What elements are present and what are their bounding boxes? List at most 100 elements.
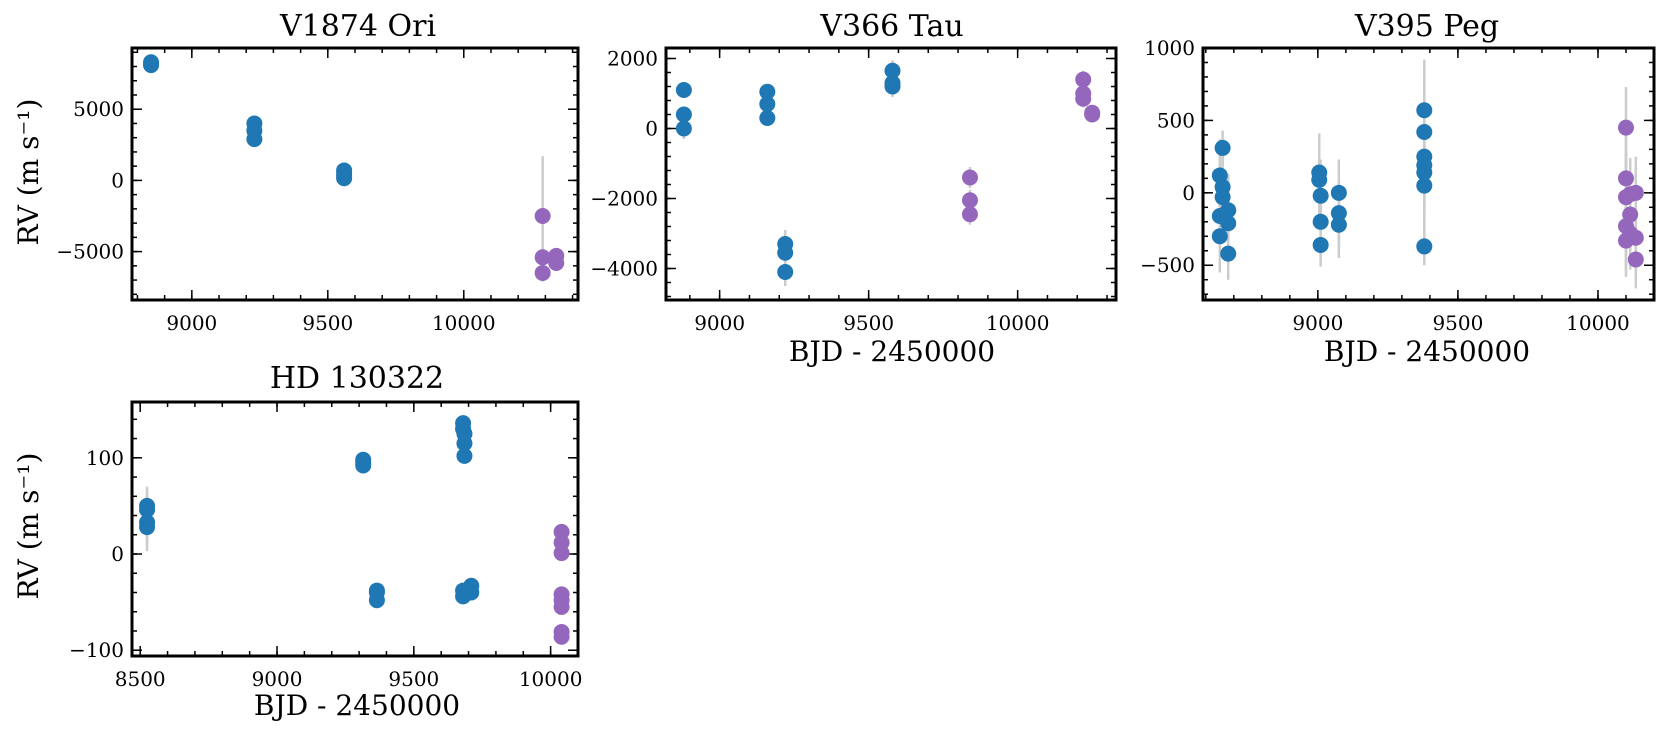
panel-title: V366 Tau <box>819 9 963 44</box>
x-tick-label: 8500 <box>115 667 166 691</box>
data-point <box>675 120 692 137</box>
data-point <box>1330 216 1347 233</box>
data-point <box>1416 102 1433 119</box>
data-point <box>553 545 570 562</box>
y-tick-label: −2000 <box>590 187 658 211</box>
data-point <box>534 264 551 281</box>
x-tick-label: 10000 <box>1566 311 1630 335</box>
data-point <box>1312 213 1329 230</box>
y-tick-label: 500 <box>1157 108 1195 132</box>
y-tick-label: 0 <box>645 117 658 141</box>
data-point <box>884 78 901 95</box>
y-axis-label: RV (m s⁻¹) <box>12 453 45 600</box>
data-point <box>1330 205 1347 222</box>
panel-hd-130322: HD 130322 RV (m s⁻¹) BJD - 2450000 8500 9… <box>12 361 582 722</box>
x-tick-label: 9000 <box>694 311 745 335</box>
data-point <box>1214 139 1231 156</box>
panel-title: V395 Peg <box>1354 9 1499 44</box>
data-point <box>534 208 551 224</box>
data-point <box>553 628 570 645</box>
data-point <box>1211 228 1228 245</box>
data-point <box>456 447 473 464</box>
data-point <box>759 110 776 126</box>
axes-frame <box>130 46 580 302</box>
axes-frame <box>664 46 1118 302</box>
x-tick-label: 9500 <box>843 311 894 335</box>
data-point <box>336 170 353 187</box>
panel-v395-peg: V395 Peg BJD - 2450000 9000 9500 10000−500… <box>1140 9 1656 368</box>
data-point <box>1416 238 1433 255</box>
x-tick-label: 9000 <box>1292 311 1343 335</box>
data-point <box>759 83 776 100</box>
data-point <box>961 192 978 209</box>
data-point <box>368 592 385 609</box>
panel-title: V1874 Ori <box>279 9 436 44</box>
data-point <box>1330 184 1347 201</box>
data-point <box>1627 251 1644 268</box>
data-point <box>1214 189 1231 206</box>
data-point <box>1627 184 1644 201</box>
x-tick-label: 9500 <box>1432 311 1483 335</box>
y-tick-label: −5000 <box>56 240 124 264</box>
data-point <box>675 106 692 123</box>
x-tick-label: 9000 <box>166 311 217 335</box>
data-point <box>1416 177 1433 194</box>
data-point <box>246 131 263 148</box>
x-axis-label: BJD - 2450000 <box>254 689 460 722</box>
axes-frame <box>1201 46 1656 302</box>
data-point <box>1220 245 1237 262</box>
panel-v366-tau: V366 Tau BJD - 2450000 9000 9500 10000 −400… <box>590 9 1118 368</box>
data-point <box>1084 106 1101 123</box>
data-point <box>675 82 692 98</box>
y-tick-label: 5000 <box>73 97 124 121</box>
data-point <box>355 457 372 474</box>
y-tick-label: 0 <box>111 168 124 192</box>
data-point <box>961 169 978 186</box>
data-point <box>1312 187 1329 204</box>
data-point <box>1622 206 1639 223</box>
data-point <box>1075 71 1092 88</box>
axes-frame <box>130 400 580 658</box>
data-point <box>548 254 565 271</box>
x-axis-label: BJD - 2450000 <box>1324 335 1530 368</box>
data-point <box>534 249 551 266</box>
x-tick-label: 10000 <box>986 311 1050 335</box>
data-point <box>139 501 156 518</box>
data-point <box>1627 229 1644 246</box>
y-tick-label: −4000 <box>590 257 658 281</box>
data-point <box>884 62 901 79</box>
data-point <box>759 96 776 112</box>
y-tick-label: 0 <box>111 542 124 566</box>
x-tick-label: 10000 <box>432 311 496 335</box>
x-tick-label: 10000 <box>519 667 583 691</box>
y-axis-label: RV (m s⁻¹) <box>12 99 45 246</box>
data-point <box>1617 170 1634 187</box>
data-point <box>1617 119 1634 136</box>
x-tick-label: 9000 <box>252 667 303 691</box>
data-point <box>1416 124 1433 140</box>
x-tick-label: 9500 <box>302 311 353 335</box>
panel-title: HD 130322 <box>270 361 444 396</box>
y-tick-label: −500 <box>1140 253 1195 277</box>
y-tick-label: −100 <box>69 638 124 662</box>
y-tick-label: 0 <box>1182 181 1195 205</box>
data-point <box>456 435 473 452</box>
x-axis-label: BJD - 2450000 <box>789 335 995 368</box>
y-tick-label: 2000 <box>607 47 658 71</box>
data-point <box>1312 236 1329 253</box>
data-point <box>1311 171 1328 188</box>
y-tick-label: 1000 <box>1144 36 1195 60</box>
panel-v1874-ori: V1874 Ori RV (m s⁻¹) 9000 9500 10000 −5000 0… <box>12 9 580 335</box>
data-point <box>1075 90 1092 107</box>
data-point <box>1220 215 1237 232</box>
data-point <box>777 264 794 280</box>
y-tick-label: 100 <box>86 446 124 470</box>
data-point <box>463 584 480 601</box>
data-point <box>1220 202 1237 219</box>
data-point <box>1416 164 1433 181</box>
data-point <box>553 598 570 615</box>
data-point <box>777 244 794 261</box>
data-point <box>143 57 160 74</box>
x-tick-label: 9500 <box>388 667 439 691</box>
